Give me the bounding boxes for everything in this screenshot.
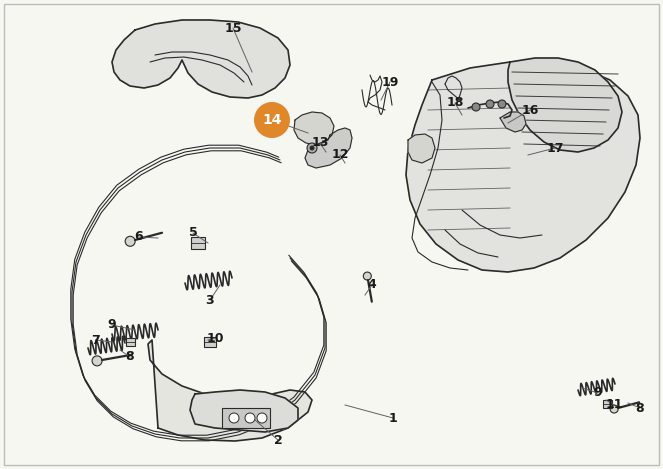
FancyBboxPatch shape: [191, 237, 205, 249]
Text: 8: 8: [636, 401, 644, 415]
Text: 5: 5: [189, 227, 198, 240]
Polygon shape: [112, 20, 290, 98]
Text: 11: 11: [605, 399, 623, 411]
Circle shape: [610, 405, 618, 413]
Polygon shape: [408, 134, 435, 163]
Text: 2: 2: [274, 433, 282, 446]
Text: 6: 6: [135, 230, 143, 243]
Polygon shape: [508, 58, 622, 152]
FancyBboxPatch shape: [222, 408, 270, 428]
Circle shape: [229, 413, 239, 423]
Text: 14: 14: [263, 113, 282, 127]
Circle shape: [498, 100, 506, 108]
Circle shape: [472, 103, 480, 111]
Polygon shape: [406, 62, 640, 272]
Text: 18: 18: [446, 97, 463, 109]
FancyBboxPatch shape: [204, 337, 216, 347]
Circle shape: [307, 143, 317, 153]
Text: 12: 12: [332, 149, 349, 161]
Text: 9: 9: [593, 386, 602, 400]
Text: 10: 10: [206, 332, 223, 345]
Text: 8: 8: [126, 350, 135, 363]
Text: 9: 9: [107, 318, 116, 332]
Circle shape: [92, 356, 102, 366]
Text: 3: 3: [206, 294, 214, 307]
Circle shape: [125, 236, 135, 246]
Circle shape: [486, 100, 494, 108]
Text: 16: 16: [521, 104, 538, 116]
Polygon shape: [294, 112, 334, 145]
Text: 7: 7: [91, 333, 100, 347]
FancyBboxPatch shape: [125, 338, 135, 346]
Polygon shape: [500, 112, 526, 132]
Text: 19: 19: [381, 76, 398, 89]
Circle shape: [310, 145, 314, 151]
Text: 13: 13: [312, 136, 329, 150]
Text: 4: 4: [367, 279, 377, 292]
Polygon shape: [190, 390, 298, 432]
Circle shape: [254, 102, 290, 138]
Polygon shape: [305, 128, 352, 168]
Circle shape: [245, 413, 255, 423]
Text: 15: 15: [224, 22, 242, 35]
Text: 1: 1: [389, 411, 397, 424]
Circle shape: [257, 413, 267, 423]
Polygon shape: [148, 340, 312, 441]
Circle shape: [363, 272, 371, 280]
Text: 17: 17: [546, 142, 564, 154]
FancyBboxPatch shape: [603, 400, 611, 408]
